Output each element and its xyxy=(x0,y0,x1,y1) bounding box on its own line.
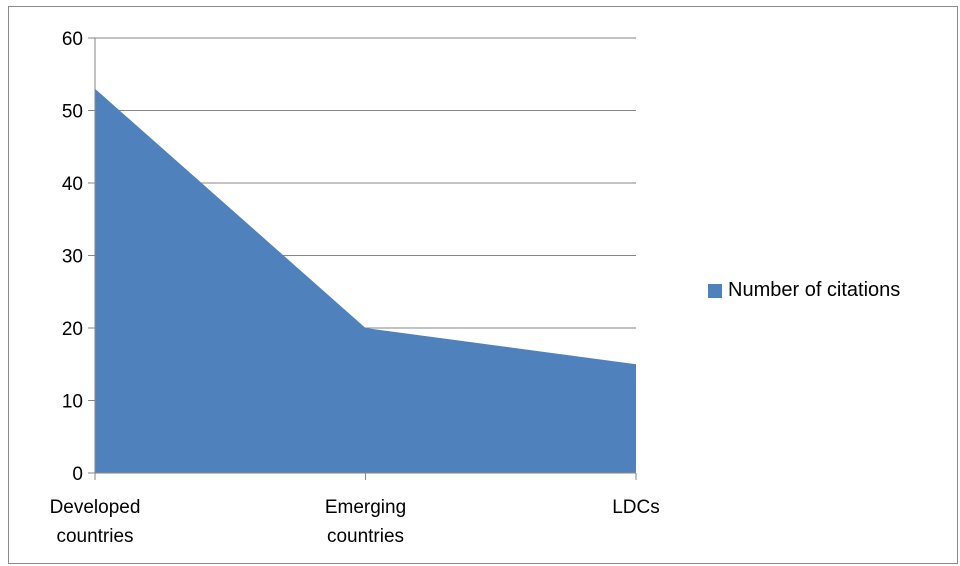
y-tick-label-4: 40 xyxy=(62,174,83,195)
legend-swatch xyxy=(708,283,722,298)
y-tick-label-3: 30 xyxy=(62,247,83,268)
area-series-number-of-citations xyxy=(95,88,636,473)
y-tick-label-2: 20 xyxy=(62,319,83,340)
y-tick-label-1: 10 xyxy=(62,392,83,413)
y-tick-label-0: 0 xyxy=(72,464,83,485)
y-tick-label-5: 50 xyxy=(62,102,83,123)
x-tick-label-2: LDCs xyxy=(612,497,660,518)
legend-label: Number of citations xyxy=(728,279,901,301)
x-tick-label-1: Emerging countries xyxy=(325,497,406,547)
x-tick-label-0: Developed countries xyxy=(50,497,141,547)
y-tick-label-6: 60 xyxy=(62,29,83,50)
legend: Number of citations xyxy=(708,279,900,302)
